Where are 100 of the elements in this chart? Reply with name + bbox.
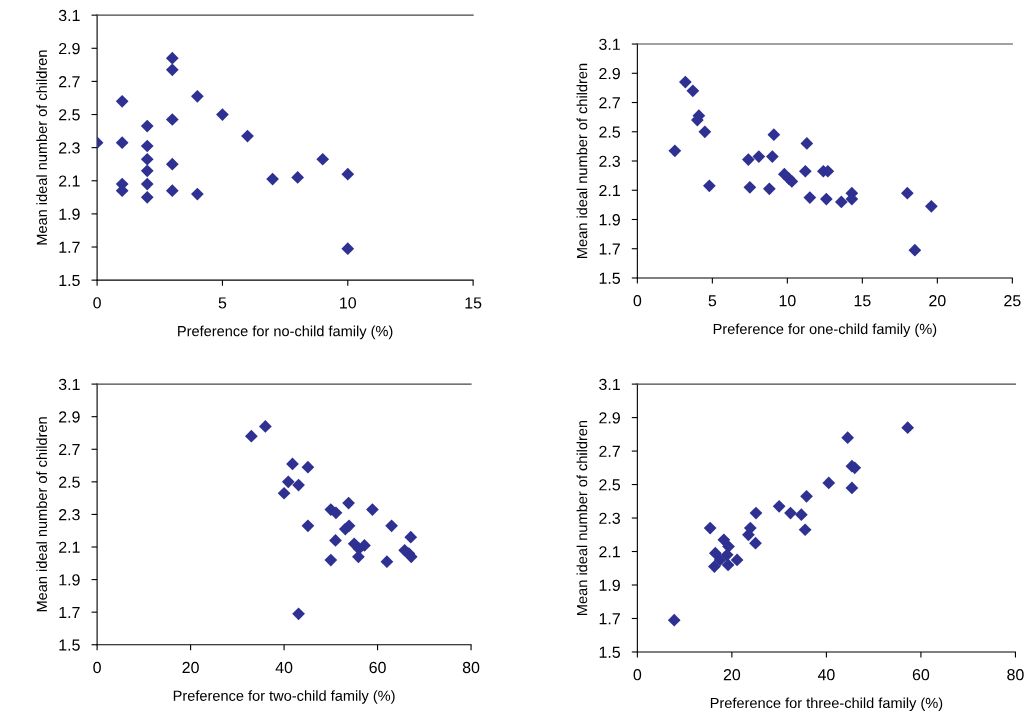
point bbox=[244, 429, 258, 443]
point bbox=[703, 521, 717, 535]
point bbox=[291, 171, 305, 184]
y-tick-label: 2.9 bbox=[59, 42, 80, 55]
y-tick-label: 1.7 bbox=[599, 613, 620, 625]
point bbox=[762, 182, 776, 196]
y-tick-label: 2.7 bbox=[59, 76, 80, 88]
y-tick-label: 1.5 bbox=[599, 272, 621, 284]
y-tick-label: 1.7 bbox=[59, 241, 80, 253]
point bbox=[380, 555, 394, 569]
y-tick-label: 1.9 bbox=[599, 579, 620, 591]
point bbox=[717, 533, 731, 547]
x-tick-label: 15 bbox=[854, 295, 871, 307]
point bbox=[216, 108, 229, 121]
y-tick-label: 2.9 bbox=[599, 67, 620, 80]
point bbox=[191, 89, 204, 103]
point bbox=[165, 184, 179, 198]
point bbox=[803, 191, 817, 204]
point bbox=[165, 63, 179, 77]
y-tick-label: 3.1 bbox=[599, 38, 620, 50]
point bbox=[800, 489, 813, 503]
x-tick-label: 10 bbox=[340, 297, 357, 309]
y-tick-label: 3.1 bbox=[599, 378, 620, 391]
y-axis-title: Mean ideal number of children bbox=[36, 50, 48, 245]
y-tick-label: 1.5 bbox=[599, 646, 621, 658]
point bbox=[743, 180, 757, 194]
y-axis-title: Mean ideal number of children bbox=[576, 63, 588, 258]
point bbox=[366, 503, 379, 516]
y-axis-title: Mean ideal number of children bbox=[576, 420, 588, 615]
point bbox=[140, 190, 154, 204]
point bbox=[165, 113, 179, 126]
x-tick-label: 20 bbox=[929, 295, 946, 307]
x-tick-label: 40 bbox=[275, 661, 293, 674]
x-tick-label: 80 bbox=[1007, 669, 1024, 681]
y-tick-label: 2.1 bbox=[599, 546, 620, 558]
x-tick-label: 10 bbox=[779, 295, 796, 307]
point bbox=[901, 421, 915, 434]
x-tick-label: 20 bbox=[182, 661, 199, 674]
point bbox=[702, 179, 716, 193]
point bbox=[668, 144, 682, 158]
y-tick-label: 2.3 bbox=[59, 142, 80, 154]
x-tick-label: 0 bbox=[633, 669, 642, 681]
point bbox=[841, 431, 855, 445]
point bbox=[834, 195, 848, 209]
point bbox=[908, 243, 922, 257]
x-tick-label: 20 bbox=[723, 669, 741, 681]
y-tick-label: 2.1 bbox=[599, 184, 620, 197]
point bbox=[749, 506, 763, 520]
point bbox=[115, 136, 129, 150]
y-tick-label: 2.7 bbox=[599, 445, 620, 457]
point bbox=[749, 536, 762, 550]
point bbox=[678, 75, 692, 89]
y-tick-label: 1.9 bbox=[59, 208, 80, 220]
point bbox=[352, 550, 365, 564]
point bbox=[140, 139, 154, 153]
y-tick-label: 1.9 bbox=[59, 574, 80, 586]
point bbox=[667, 613, 681, 627]
x-tick-label: 0 bbox=[633, 295, 642, 307]
y-tick-label: 1.9 bbox=[599, 214, 620, 226]
point bbox=[404, 530, 418, 544]
x-tick-label: 5 bbox=[708, 295, 717, 307]
point bbox=[708, 560, 721, 573]
point bbox=[341, 242, 355, 256]
y-tick-label: 3.1 bbox=[58, 9, 80, 22]
y-axis-title: Mean ideal number of children bbox=[36, 417, 48, 612]
y-tick-label: 2.3 bbox=[59, 509, 80, 521]
x-tick-label: 80 bbox=[462, 661, 480, 674]
x-tick-label: 5 bbox=[218, 297, 227, 309]
point bbox=[341, 167, 355, 181]
point bbox=[900, 186, 914, 200]
point bbox=[741, 153, 755, 166]
point bbox=[772, 499, 786, 513]
point bbox=[301, 460, 315, 474]
y-tick-label: 2.5 bbox=[59, 476, 80, 488]
x-tick-label: 0 bbox=[93, 661, 101, 674]
point bbox=[115, 94, 129, 108]
y-tick-label: 2.9 bbox=[599, 412, 620, 424]
point bbox=[845, 481, 859, 495]
point bbox=[385, 519, 398, 533]
point bbox=[924, 199, 938, 213]
point bbox=[140, 177, 154, 191]
point bbox=[819, 192, 833, 206]
point bbox=[165, 51, 179, 65]
y-tick-label: 3.1 bbox=[58, 378, 80, 391]
y-tick-label: 1.7 bbox=[59, 606, 80, 618]
x-axis-title: Preference for two-child family (%) bbox=[173, 690, 395, 704]
x-axis-title: Preference for three-child family (%) bbox=[710, 697, 943, 712]
point bbox=[686, 84, 700, 98]
point bbox=[140, 152, 154, 166]
y-tick-label: 2.5 bbox=[599, 126, 621, 138]
point bbox=[140, 164, 154, 178]
x-tick-label: 0 bbox=[93, 297, 101, 309]
x-tick-label: 15 bbox=[465, 297, 482, 309]
point bbox=[743, 521, 757, 535]
point bbox=[798, 164, 812, 178]
x-axis-title: Preference for no-child family (%) bbox=[178, 325, 393, 340]
point bbox=[301, 519, 315, 533]
point bbox=[259, 420, 272, 433]
x-tick-label: 40 bbox=[817, 669, 835, 681]
point bbox=[316, 152, 330, 166]
